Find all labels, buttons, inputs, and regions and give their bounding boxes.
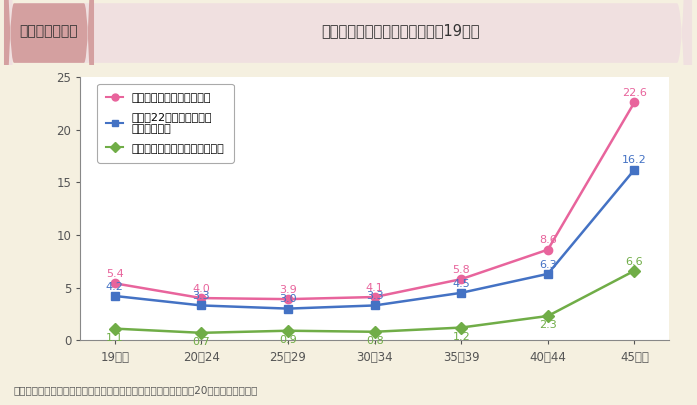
Text: 3.9: 3.9 xyxy=(279,285,297,295)
周産期死亡率（出産千対） xyxy=(111,281,119,286)
Line: 妊娠満22週以後の死産率
（出産千対）: 妊娠満22週以後の死産率 （出産千対） xyxy=(111,166,638,313)
Text: 6.6: 6.6 xyxy=(626,256,643,266)
Text: 2.3: 2.3 xyxy=(539,320,557,330)
Text: 16.2: 16.2 xyxy=(622,156,647,166)
Text: 4.5: 4.5 xyxy=(452,279,470,289)
Legend: 周産期死亡率（出産千対）, 妊娠満22週以後の死産率
（出産千対）, 早期新生児死亡率（出産千対）: 周産期死亡率（出産千対）, 妊娠満22週以後の死産率 （出産千対）, 早期新生児… xyxy=(98,84,233,162)
Text: 4.1: 4.1 xyxy=(366,283,383,293)
早期新生児死亡率（出産千対） xyxy=(111,326,119,331)
早期新生児死亡率（出産千対） xyxy=(457,325,466,330)
Text: 4.2: 4.2 xyxy=(106,282,124,292)
Text: 8.6: 8.6 xyxy=(539,235,557,245)
Text: （備考）（財）母子衛生研究会「母子保健の主なる統計」（平成20年度）より作成。: （備考）（財）母子衛生研究会「母子保健の主なる統計」（平成20年度）より作成。 xyxy=(14,385,259,395)
周産期死亡率（出産千対） xyxy=(544,247,552,252)
Text: 0.7: 0.7 xyxy=(192,337,210,347)
妊娠満22週以後の死産率
（出産千対） xyxy=(111,294,119,298)
Text: 1.1: 1.1 xyxy=(106,333,123,343)
Text: 4.0: 4.0 xyxy=(192,284,210,294)
Line: 早期新生児死亡率（出産千対）: 早期新生児死亡率（出産千対） xyxy=(111,266,638,337)
妊娠満22週以後の死産率
（出産千対） xyxy=(197,303,206,308)
周産期死亡率（出産千対） xyxy=(630,100,638,104)
Text: 1.2: 1.2 xyxy=(452,332,470,342)
Text: 0.9: 0.9 xyxy=(279,335,297,345)
妊娠満22週以後の死産率
（出産千対） xyxy=(284,306,292,311)
早期新生児死亡率（出産千対） xyxy=(284,328,292,333)
Text: 第１－６－２図: 第１－６－２図 xyxy=(20,24,78,38)
妊娠満22週以後の死産率
（出産千対） xyxy=(630,167,638,172)
周産期死亡率（出産千対） xyxy=(371,294,379,299)
Text: 3.0: 3.0 xyxy=(279,294,297,305)
Line: 周産期死亡率（出産千対）: 周産期死亡率（出産千対） xyxy=(111,98,638,303)
妊娠満22週以後の死産率
（出産千対） xyxy=(371,303,379,308)
周産期死亡率（出産千対） xyxy=(457,277,466,281)
妊娠満22週以後の死産率
（出産千対） xyxy=(457,290,466,295)
妊娠満22週以後の死産率
（出産千対） xyxy=(544,271,552,276)
早期新生児死亡率（出産千対） xyxy=(371,329,379,334)
Text: 3.3: 3.3 xyxy=(192,291,210,301)
Text: 5.4: 5.4 xyxy=(106,269,123,279)
周産期死亡率（出産千対） xyxy=(284,297,292,302)
FancyBboxPatch shape xyxy=(4,0,94,405)
早期新生児死亡率（出産千対） xyxy=(630,268,638,273)
早期新生児死亡率（出産千対） xyxy=(544,313,552,318)
Text: 0.8: 0.8 xyxy=(366,336,383,346)
Text: 母の年齢別周産期死亡率（平成19年）: 母の年齢別周産期死亡率（平成19年） xyxy=(321,23,480,38)
周産期死亡率（出産千対） xyxy=(197,296,206,301)
Text: 22.6: 22.6 xyxy=(622,88,647,98)
Text: 6.3: 6.3 xyxy=(539,260,557,270)
Text: 3.3: 3.3 xyxy=(366,291,383,301)
FancyBboxPatch shape xyxy=(4,0,692,405)
早期新生児死亡率（出産千対） xyxy=(197,330,206,335)
Text: 5.8: 5.8 xyxy=(452,265,470,275)
